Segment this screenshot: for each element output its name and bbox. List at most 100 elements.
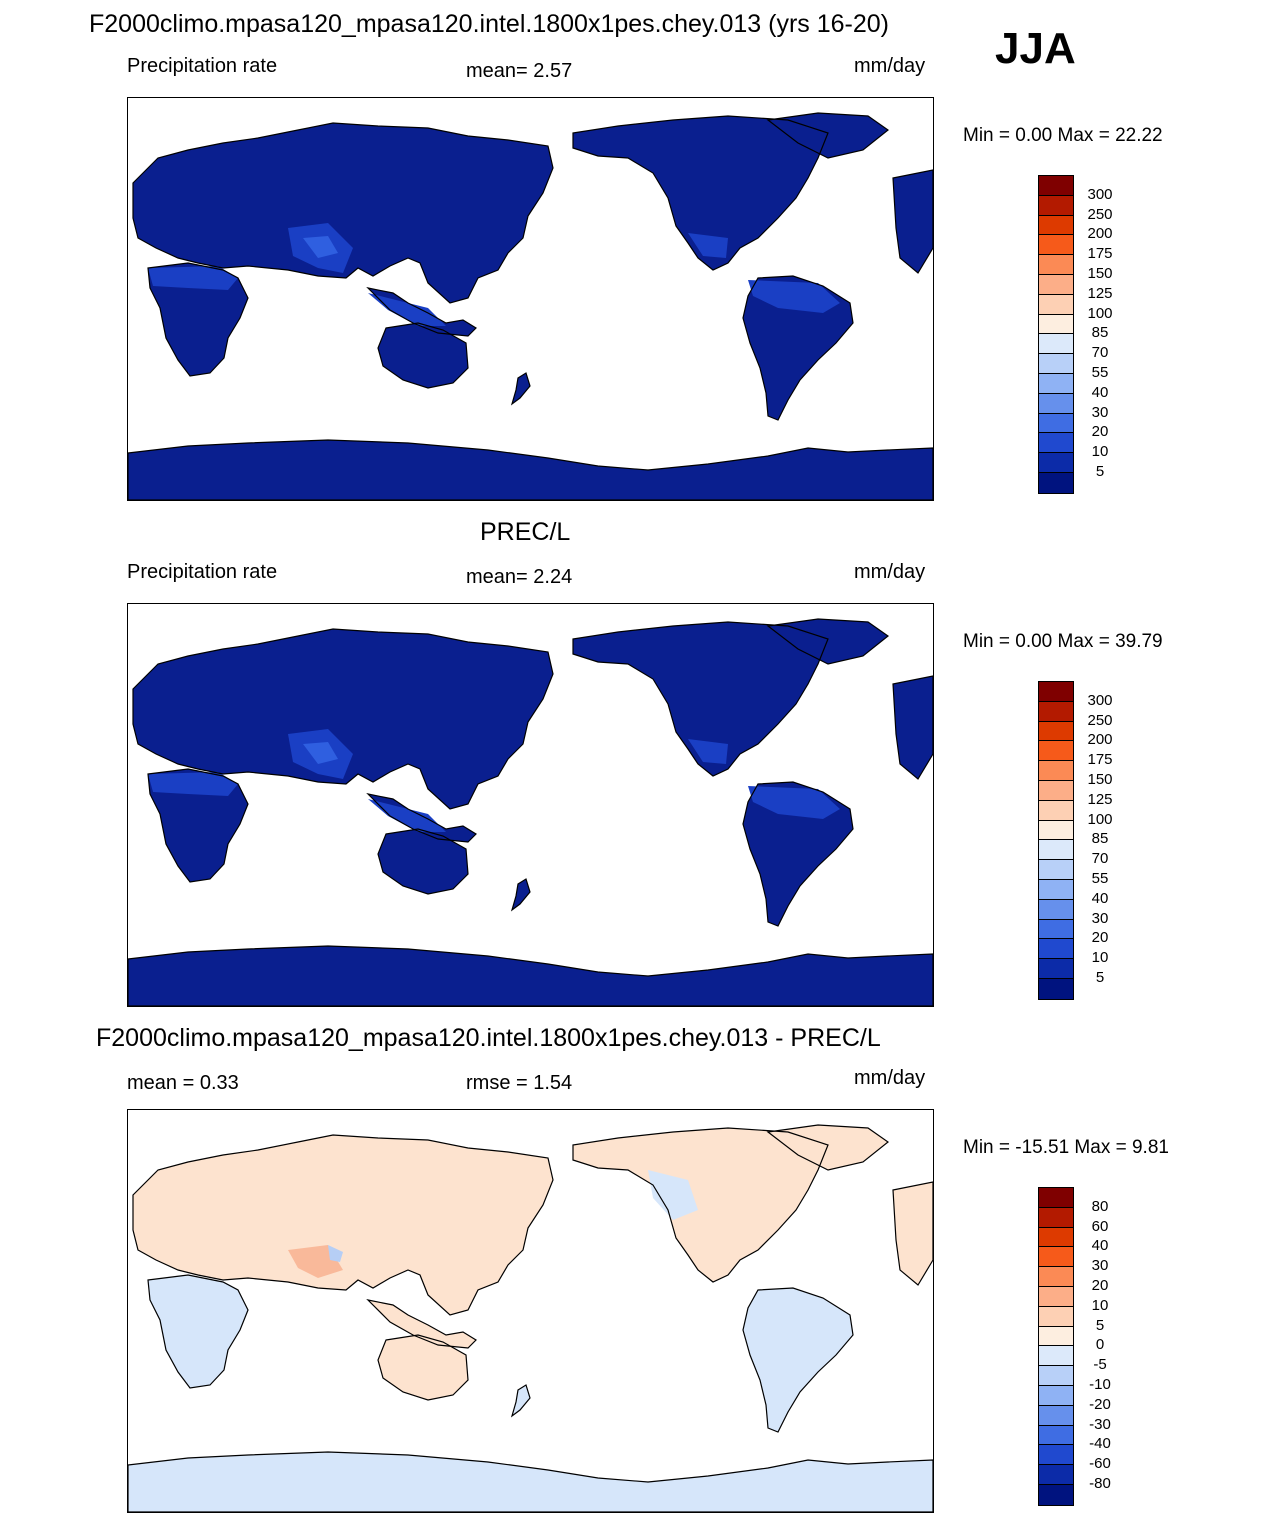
wet-region bbox=[748, 280, 840, 313]
colorbar bbox=[1038, 681, 1074, 1000]
colorbar-label: 0 bbox=[1095, 1336, 1105, 1354]
coastline-samerica bbox=[742, 275, 854, 421]
coastline-australia bbox=[377, 1334, 469, 1401]
season-label: JJA bbox=[995, 24, 1076, 73]
landmass-antarctica bbox=[128, 946, 933, 1006]
coastline-antarctica bbox=[128, 439, 933, 500]
colorbar-swatch bbox=[1039, 780, 1073, 801]
wet-region bbox=[303, 742, 338, 764]
landmass-africa bbox=[148, 769, 248, 882]
colorbar-label: 150 bbox=[1087, 265, 1113, 282]
landmass-australia bbox=[378, 323, 468, 388]
colorbar-label: 20 bbox=[1091, 1277, 1109, 1294]
colorbar-swatch bbox=[1039, 800, 1073, 821]
colorbar-swatch bbox=[1039, 860, 1073, 880]
landmass-europe_east bbox=[893, 676, 933, 779]
colorbar-swatch bbox=[1039, 215, 1073, 236]
panel-title: F2000climo.mpasa120_mpasa120.intel.1800x… bbox=[96, 1024, 881, 1052]
panel-rmse-label: rmse = 1.54 bbox=[466, 1072, 573, 1094]
colorbar-swatch bbox=[1039, 1445, 1073, 1466]
colorbar-swatch bbox=[1039, 1227, 1073, 1248]
colorbar-label: 200 bbox=[1087, 731, 1113, 749]
landmass-samerica bbox=[743, 782, 853, 926]
coastline-nz bbox=[510, 878, 531, 912]
landmass-samerica bbox=[743, 276, 853, 420]
colorbar-label: 125 bbox=[1087, 284, 1113, 302]
wet-region bbox=[148, 772, 238, 796]
colorbar-label: 60 bbox=[1091, 1217, 1109, 1235]
colorbar-swatch bbox=[1039, 235, 1073, 256]
colorbar-swatch bbox=[1039, 294, 1073, 315]
colorbar-swatch bbox=[1039, 413, 1073, 434]
colorbar-label: 300 bbox=[1087, 691, 1113, 709]
colorbar-swatch bbox=[1039, 373, 1073, 394]
coastline-greenland bbox=[766, 1124, 890, 1171]
colorbar-swatch bbox=[1039, 176, 1073, 196]
colorbar-label: 70 bbox=[1091, 850, 1109, 868]
panel-mean-label: mean= 2.24 bbox=[466, 566, 573, 588]
map-obs bbox=[127, 603, 934, 1007]
coastline-europe_east bbox=[892, 675, 933, 780]
colorbar-label: 175 bbox=[1087, 245, 1113, 263]
colorbar-label: -10 bbox=[1089, 1376, 1111, 1393]
colorbar-label: -20 bbox=[1089, 1395, 1111, 1413]
colorbar-swatch bbox=[1039, 1286, 1073, 1307]
landmass-nz bbox=[512, 1385, 530, 1416]
colorbar bbox=[1038, 1187, 1074, 1506]
coastline-africa bbox=[147, 768, 249, 883]
landmass-greenland bbox=[768, 113, 888, 158]
colorbar-label: 200 bbox=[1087, 225, 1113, 243]
colorbar-label: 70 bbox=[1091, 344, 1109, 362]
colorbar-label: 30 bbox=[1091, 403, 1109, 421]
coastline-greenland bbox=[766, 112, 890, 159]
coastline-africa bbox=[147, 262, 249, 377]
landmass-eurasia bbox=[133, 123, 553, 303]
wet-region bbox=[148, 266, 238, 290]
colorbar-label: 100 bbox=[1087, 810, 1113, 828]
panel-minmax: Min = -15.51 Max = 9.81 bbox=[963, 1137, 1169, 1158]
colorbar-swatch bbox=[1039, 472, 1073, 493]
coastline-seasia bbox=[366, 793, 477, 843]
colorbar-label: 40 bbox=[1091, 889, 1109, 907]
wet-region bbox=[368, 799, 446, 832]
colorbar-label: 10 bbox=[1091, 949, 1109, 967]
coastline-nz bbox=[510, 372, 531, 406]
colorbar-swatch bbox=[1039, 820, 1073, 841]
coastline-eurasia bbox=[132, 628, 554, 810]
map-diff bbox=[127, 1109, 934, 1513]
colorbar-swatch bbox=[1039, 1207, 1073, 1228]
panel-mean-label: mean= 2.57 bbox=[466, 60, 573, 82]
colorbar-label: 30 bbox=[1091, 909, 1109, 927]
colorbar-label: 250 bbox=[1087, 205, 1113, 223]
panel-title: PREC/L bbox=[480, 518, 571, 546]
colorbar-swatch bbox=[1039, 701, 1073, 722]
colorbar-swatch bbox=[1039, 433, 1073, 454]
colorbar-label: 80 bbox=[1091, 1197, 1109, 1215]
colorbar-label: 10 bbox=[1091, 1296, 1109, 1314]
colorbar-label: -5 bbox=[1093, 1356, 1107, 1374]
colorbar-swatch bbox=[1039, 1425, 1073, 1446]
coastline-samerica bbox=[742, 1287, 854, 1433]
panel-left-label: mean = 0.33 bbox=[127, 1072, 239, 1094]
landmass-seasia bbox=[368, 1300, 476, 1348]
coastline-europe_east bbox=[892, 169, 933, 274]
map-model bbox=[127, 97, 934, 501]
colorbar-swatch bbox=[1039, 682, 1073, 702]
colorbar-swatch bbox=[1039, 1346, 1073, 1367]
panel-left-label: Precipitation rate bbox=[127, 55, 278, 77]
colorbar-swatch bbox=[1039, 1385, 1073, 1406]
panel-minmax: Min = 0.00 Max = 22.22 bbox=[963, 125, 1163, 146]
colorbar-swatch bbox=[1039, 1188, 1073, 1208]
colorbar-label: 55 bbox=[1091, 364, 1109, 381]
colorbar-label: 125 bbox=[1087, 790, 1113, 808]
colorbar-swatch bbox=[1039, 919, 1073, 940]
colorbar-label: 85 bbox=[1091, 830, 1109, 848]
colorbar-label: 5 bbox=[1095, 969, 1105, 986]
colorbar-swatch bbox=[1039, 1366, 1073, 1386]
wet-region bbox=[688, 233, 728, 258]
colorbar-swatch bbox=[1039, 1267, 1073, 1287]
colorbar-label: 30 bbox=[1091, 1257, 1109, 1275]
colorbar-swatch bbox=[1039, 741, 1073, 762]
colorbar-label: -30 bbox=[1089, 1415, 1111, 1433]
colorbar-label: 150 bbox=[1087, 771, 1113, 788]
